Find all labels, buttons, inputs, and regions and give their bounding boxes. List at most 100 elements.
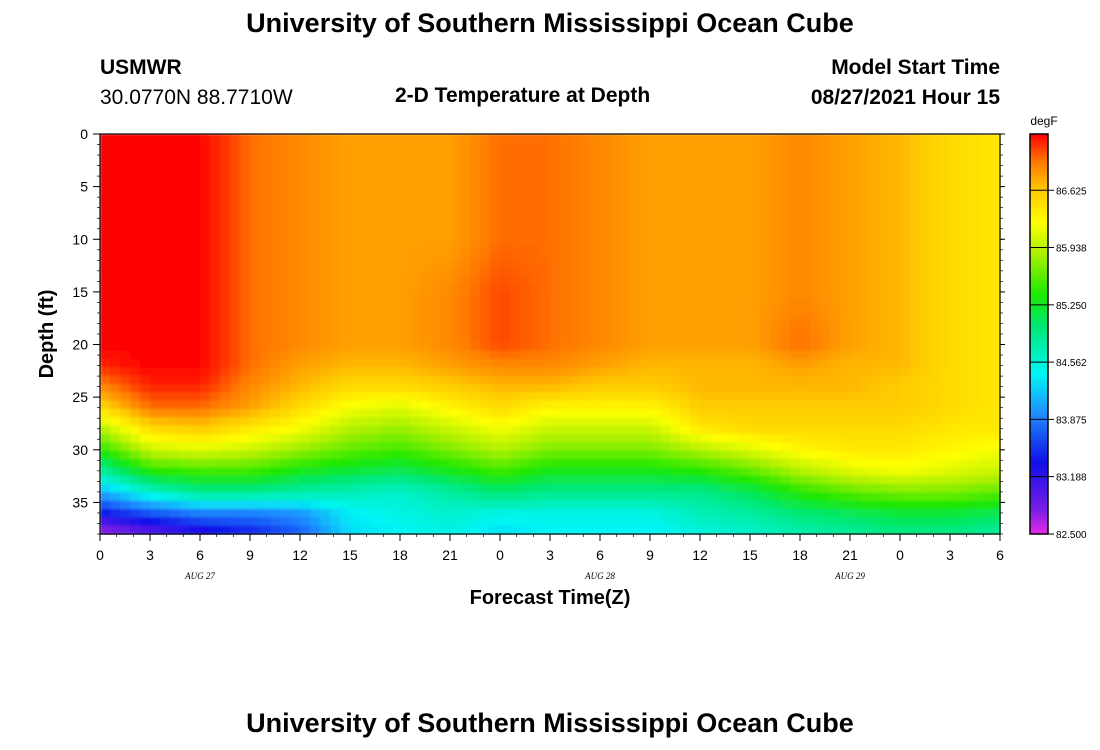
heatmap-cell [130,409,141,418]
heatmap-cell [850,167,861,177]
heatmap-cell [690,234,701,243]
heatmap-cell [730,359,741,368]
heatmap-cell [490,184,501,193]
heatmap-cell [740,267,751,277]
heatmap-cell [460,425,471,435]
heatmap-cell [180,317,191,327]
heatmap-cell [470,175,481,185]
heatmap-cell [470,417,481,427]
heatmap-cell [840,417,851,427]
heatmap-cell [580,284,591,293]
heatmap-cell [960,192,971,202]
heatmap-cell [690,184,701,193]
heatmap-cell [210,450,221,460]
heatmap-cell [390,350,401,360]
heatmap-cell [710,242,721,252]
heatmap-cell [660,400,671,410]
heatmap-cell [870,167,881,177]
heatmap-cell [210,525,221,535]
heatmap-cell [710,409,721,418]
heatmap-cell [220,242,231,252]
heatmap-cell [480,384,491,393]
heatmap-cell [350,384,361,393]
heatmap-cell [630,134,641,143]
heatmap-cell [420,517,431,527]
heatmap-cell [560,525,571,535]
heatmap-cell [640,242,651,252]
heatmap-cell [830,517,841,527]
heatmap-cell [850,259,861,268]
heatmap-cell [750,217,761,227]
heatmap-cell [430,317,441,327]
heatmap-cell [770,150,781,160]
heatmap-cell [100,209,111,218]
heatmap-cell [750,167,761,177]
heatmap-cell [380,450,391,460]
heatmap-cell [890,509,901,518]
heatmap-cell [520,342,531,352]
heatmap-cell [320,150,331,160]
heatmap-cell [630,392,641,402]
heatmap-cell [350,359,361,368]
heatmap-cell [600,192,611,202]
heatmap-cell [140,450,151,460]
heatmap-cell [450,442,461,452]
heatmap-cell [580,334,591,343]
heatmap-cell [850,175,861,185]
heatmap-cell [630,384,641,393]
heatmap-cell [920,292,931,302]
heatmap-cell [560,250,571,260]
heatmap-cell [350,417,361,427]
heatmap-cell [230,434,241,443]
heatmap-cell [410,517,421,527]
heatmap-cell [740,384,751,393]
heatmap-cell [870,417,881,427]
heatmap-cell [800,309,811,318]
heatmap-cell [160,342,171,352]
heatmap-cell [940,334,951,343]
heatmap-cell [380,442,391,452]
heatmap-cell [650,400,661,410]
heatmap-cell [450,367,461,377]
heatmap-cell [430,350,441,360]
heatmap-cell [700,492,711,502]
heatmap-cell [560,142,571,152]
heatmap-cell [390,517,401,527]
heatmap-cell [230,192,241,202]
heatmap-cell [920,500,931,510]
heatmap-cell [260,509,271,518]
heatmap-cell [870,509,881,518]
heatmap-cell [580,509,591,518]
heatmap-cell [130,475,141,485]
heatmap-cell [950,384,961,393]
heatmap-cell [710,209,721,218]
heatmap-cell [200,267,211,277]
heatmap-cell [590,375,601,385]
heatmap-cell [340,475,351,485]
heatmap-cell [110,500,121,510]
heatmap-cell [870,517,881,527]
heatmap-cell [820,234,831,243]
heatmap-cell [240,292,251,302]
heatmap-cell [440,334,451,343]
heatmap-cell [550,142,561,152]
heatmap-cell [250,217,261,227]
heatmap-cell [810,509,821,518]
heatmap-cell [320,275,331,285]
heatmap-cell [790,250,801,260]
heatmap-cell [160,225,171,235]
heatmap-cell [130,417,141,427]
heatmap-cell [660,359,671,368]
heatmap-cell [590,442,601,452]
heatmap-cell [740,150,751,160]
colorbar-tick-label: 83.875 [1056,415,1087,426]
heatmap-cell [340,267,351,277]
heatmap-cell [160,159,171,168]
heatmap-cell [990,350,1001,360]
heatmap-cell [470,275,481,285]
heatmap-cell [130,217,141,227]
heatmap-cell [150,200,161,210]
heatmap-cell [810,184,821,193]
heatmap-cell [700,417,711,427]
heatmap-cell [670,250,681,260]
